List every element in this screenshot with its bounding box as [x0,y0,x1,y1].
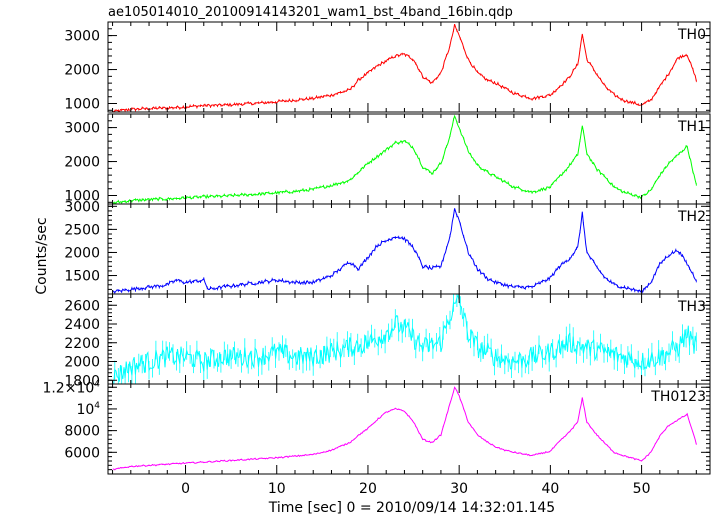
y-tick-label: 2000 [64,155,100,171]
y-tick-label: 3000 [64,121,100,137]
series-line-th0 [112,23,697,112]
error-bars-th3 [114,294,697,384]
y-tick-label: 3000 [64,29,100,45]
x-tick-label: 40 [541,481,559,497]
y-tick-label: 1000 [64,97,100,113]
panel-label-th3: TH3 [677,299,706,315]
y-tick-label: 1000 [64,189,100,205]
y-tick-label: 2400 [64,317,100,333]
y-tick-label: 2000 [64,63,100,79]
x-axis-ticks: 0 10 20 30 40 50 [181,481,650,497]
error-bars-th1 [114,118,697,204]
panel-label-th1: TH1 [677,119,706,135]
y-axis-title: Counts/sec [34,217,50,294]
y-tick-label: 2600 [64,298,100,314]
chart-title: ae105014010_20100914143201_wam1_bst_4ban… [108,5,513,20]
y-tick-label: 8000 [64,424,100,440]
x-axis-title: Time [sec] 0 = 2010/09/14 14:32:01.145 [268,500,555,516]
series-line-th1 [112,114,697,204]
y-tick-label: 2000 [64,355,100,371]
x-tick-label: 20 [359,481,377,497]
y-tick-label: 2200 [64,336,100,352]
panel-th1: 1000 2000 3000 TH1 [64,113,711,205]
y-tick-label: 3000 [64,199,100,215]
panel-frame [107,203,711,295]
error-bars-th2 [114,214,697,294]
error-bars-th0123 [114,390,697,471]
y-tick-label: 1500 [64,269,100,285]
x-tick-label: 10 [268,481,286,497]
x-tick-label: 30 [450,481,468,497]
panel-th2: 1500 2000 2500 3000 TH2 [64,199,711,295]
y-tick-label: 1.2×104 [42,379,100,396]
series-line-th0123 [112,386,697,471]
panel-th0: 1000 2000 3000 TH0 [64,21,711,113]
panel-label-th2: TH2 [677,209,706,225]
y-tick-label: 1800 [64,373,100,389]
y-tick-label: 104 [76,401,100,418]
series-line-th3 [113,294,697,384]
error-bars-th0 [114,29,697,112]
y-tick-label: 2500 [64,222,100,238]
panel-label-th0: TH0 [677,27,706,43]
panel-frame [107,21,711,113]
series-line-th2 [112,208,697,294]
panel-th3: 1800 2000 2200 2400 2600 TH3 [64,293,711,389]
x-tick-label: 50 [633,481,651,497]
y-tick-label: 2000 [64,245,100,261]
panel-label-th0123: TH0123 [650,389,706,405]
panel-frame [107,383,711,475]
y-tick-label: 6000 [64,445,100,461]
panels-group: 1000 2000 3000 TH0 1000 2000 3000 TH1 1500 2000 25… [42,21,711,475]
panel-frame [107,113,711,205]
x-tick-label: 0 [181,481,190,497]
panel-th0123: 6000 8000 104 1.2×104 TH0123 [42,379,711,475]
panel-frame [107,293,711,385]
